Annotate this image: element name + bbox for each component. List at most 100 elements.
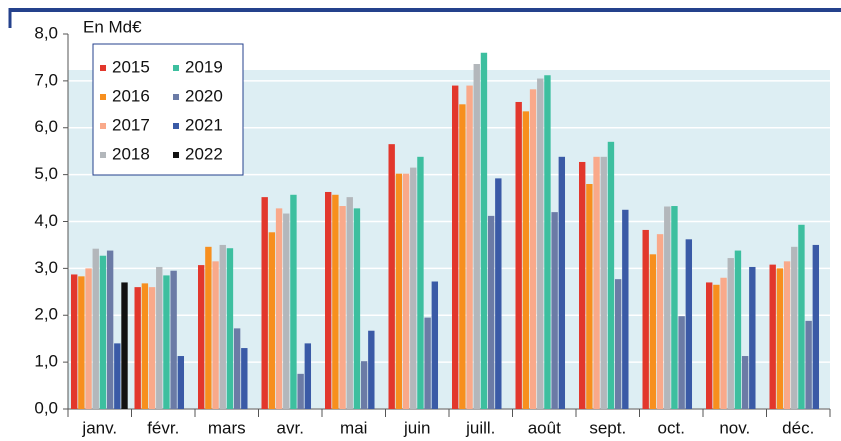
y-tick-label: 8,0 [34, 23, 58, 42]
x-tick-label: sept. [589, 418, 626, 437]
legend-swatch [173, 65, 179, 71]
bar [424, 317, 431, 409]
bar [71, 274, 78, 409]
bar [198, 265, 205, 409]
legend-swatch [173, 123, 179, 129]
bar [642, 229, 649, 409]
bar [664, 206, 671, 409]
x-tick-label: mars [208, 418, 246, 437]
bar [85, 268, 92, 409]
y-tick-label: 6,0 [34, 117, 58, 136]
bar [339, 206, 346, 409]
bar [720, 277, 727, 409]
legend-swatch [173, 94, 179, 100]
bar [656, 234, 664, 409]
bar [368, 330, 375, 409]
bar [78, 276, 85, 409]
bar [812, 244, 820, 409]
x-tick-label: juin [403, 418, 430, 437]
legend-label: 2019 [185, 57, 223, 76]
bar [325, 191, 332, 409]
bar [791, 246, 798, 409]
y-tick-label: 1,0 [34, 352, 58, 371]
bar [332, 194, 339, 409]
bar [170, 270, 177, 409]
bar [649, 254, 657, 409]
x-tick-label: janv. [81, 418, 117, 437]
bar [622, 209, 629, 409]
bar [106, 250, 114, 409]
bar [121, 282, 128, 409]
legend-swatch [100, 94, 106, 100]
bar [156, 266, 163, 409]
bar [607, 141, 615, 409]
bar [275, 208, 283, 409]
legend-swatch [173, 152, 179, 158]
bar [92, 248, 99, 409]
bar [579, 161, 586, 409]
bar [353, 208, 361, 409]
bar [233, 328, 241, 409]
x-tick-label: nov. [719, 418, 750, 437]
legend-label: 2022 [185, 144, 223, 163]
legend-swatch [100, 123, 106, 129]
bar [141, 283, 149, 409]
y-tick-label: 2,0 [34, 305, 58, 324]
x-tick-label: mai [340, 418, 367, 437]
bar [99, 255, 107, 409]
x-tick-label: oct. [658, 418, 685, 437]
bar [515, 101, 522, 409]
bar [304, 343, 312, 409]
bar [600, 156, 607, 409]
bar [473, 64, 480, 409]
x-tick-label: févr. [147, 418, 179, 437]
bar [529, 89, 537, 409]
bar [290, 194, 297, 409]
x-tick-label: juill. [465, 418, 495, 437]
bar [466, 85, 473, 409]
y-tick-label: 4,0 [34, 211, 58, 230]
bar [205, 246, 212, 409]
bar [713, 284, 720, 409]
bar [805, 320, 812, 409]
bar [685, 239, 693, 409]
bar [537, 78, 544, 409]
bar [769, 264, 776, 409]
bar [283, 213, 290, 409]
bar [798, 224, 805, 409]
legend-label: 2021 [185, 115, 223, 134]
bar [388, 144, 395, 409]
bar [241, 348, 248, 409]
legend-swatch [100, 65, 106, 71]
bar [402, 173, 410, 409]
bar [163, 275, 170, 409]
bar [495, 178, 502, 409]
bar [297, 373, 304, 409]
bar [261, 197, 268, 409]
bar [134, 287, 141, 409]
bar [268, 232, 276, 409]
bar [671, 206, 678, 409]
bar [783, 261, 791, 409]
bar [678, 316, 685, 409]
legend-label: 2018 [112, 144, 150, 163]
bar [741, 356, 749, 409]
bar [544, 75, 551, 409]
bar [776, 268, 784, 409]
bar [346, 197, 353, 409]
bar [586, 184, 593, 409]
chart-title: En Md€ [83, 17, 142, 36]
bar [177, 356, 185, 409]
legend-label: 2016 [112, 86, 150, 105]
bar [459, 104, 466, 409]
y-tick-label: 0,0 [34, 398, 58, 417]
bar [212, 261, 219, 409]
bar [749, 266, 756, 409]
bar [706, 282, 713, 409]
bar [487, 215, 495, 409]
legend-box [92, 43, 244, 176]
bar [452, 85, 459, 409]
bar [395, 173, 403, 409]
bar [734, 250, 742, 409]
